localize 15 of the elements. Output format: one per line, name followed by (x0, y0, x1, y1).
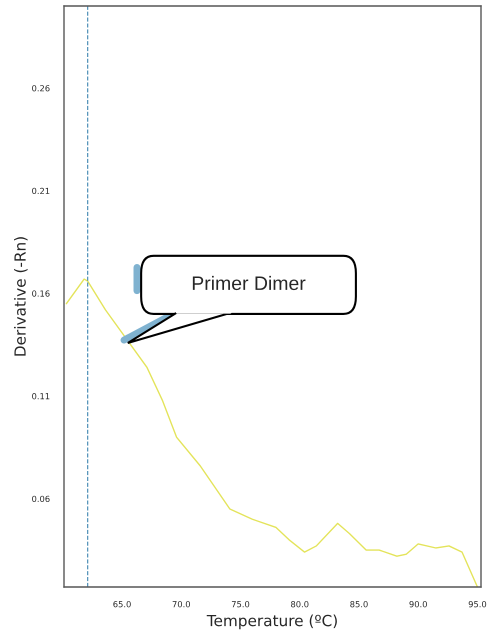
x-tick-label: 85.0 (350, 601, 368, 608)
y-tick-label: 0.26 (32, 85, 50, 92)
x-tick-label: 90.0 (409, 601, 427, 608)
x-tick-label: 70.0 (172, 601, 190, 608)
x-tick-label: 95.0 (468, 601, 486, 608)
y-tick-label: 0.21 (32, 188, 50, 194)
annotation: Primer Dimer (192, 276, 306, 290)
y-tick-label: 0.06 (32, 496, 50, 502)
x-axis-title: Temperature (ºC) (206, 614, 337, 630)
y-tick-label: 0.11 (32, 393, 50, 400)
y-tick-label: 0.16 (32, 290, 50, 297)
x-tick-label: 75.0 (232, 601, 250, 608)
x-tick-label: 80.0 (291, 601, 308, 608)
x-tick-label: 65.0 (113, 601, 131, 608)
y-axis-title: Derivative (-Rn) (14, 237, 28, 356)
